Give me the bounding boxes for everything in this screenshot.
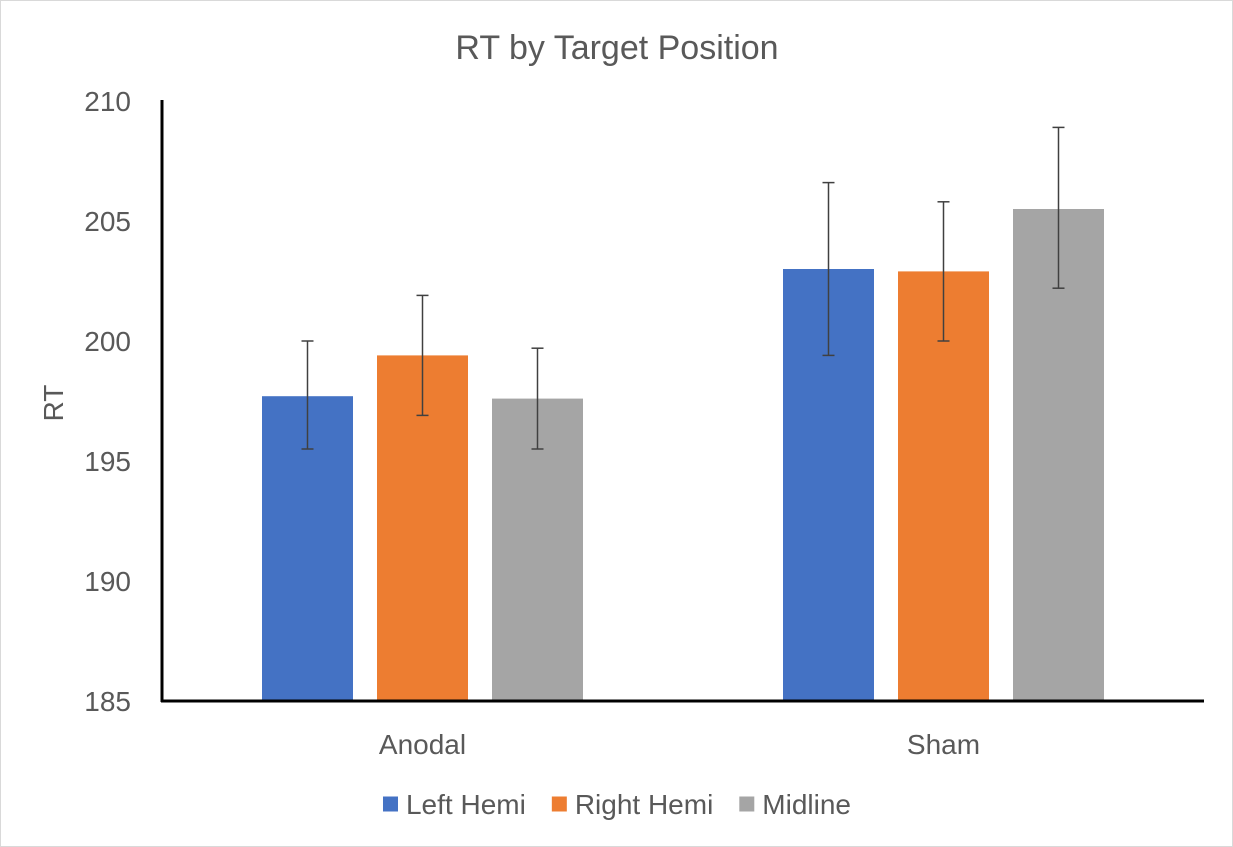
error-bar [937,201,950,342]
y-axis-title: RT [38,385,69,422]
legend-swatch [382,796,398,812]
plot-area: 185 190 195 200 205 210 Anodal Sham [84,86,1204,760]
error-bar [1052,126,1065,289]
legend-label: Left Hemi [406,789,526,820]
error-bar [416,294,429,417]
legend: Left Hemi Right Hemi Midline [382,789,851,820]
error-bar [531,347,544,450]
y-tick-label: 190 [84,566,131,597]
legend-label: Midline [762,789,851,820]
bar-right-hemi-sham [898,271,989,701]
y-tick-label: 185 [84,686,131,717]
legend-label: Right Hemi [575,789,713,820]
y-tick-label: 200 [84,326,131,357]
y-tick-label: 205 [84,206,131,237]
error-bar [822,181,835,357]
legend-swatch [551,796,567,812]
x-category-label: Sham [907,729,980,760]
bar-midline-sham [1013,209,1104,701]
y-tick-label: 210 [84,86,131,117]
y-tick-label: 195 [84,446,131,477]
chart-title: RT by Target Position [455,29,778,67]
error-bar [301,340,314,450]
legend-swatch [739,796,755,812]
x-category-label: Anodal [379,729,466,760]
